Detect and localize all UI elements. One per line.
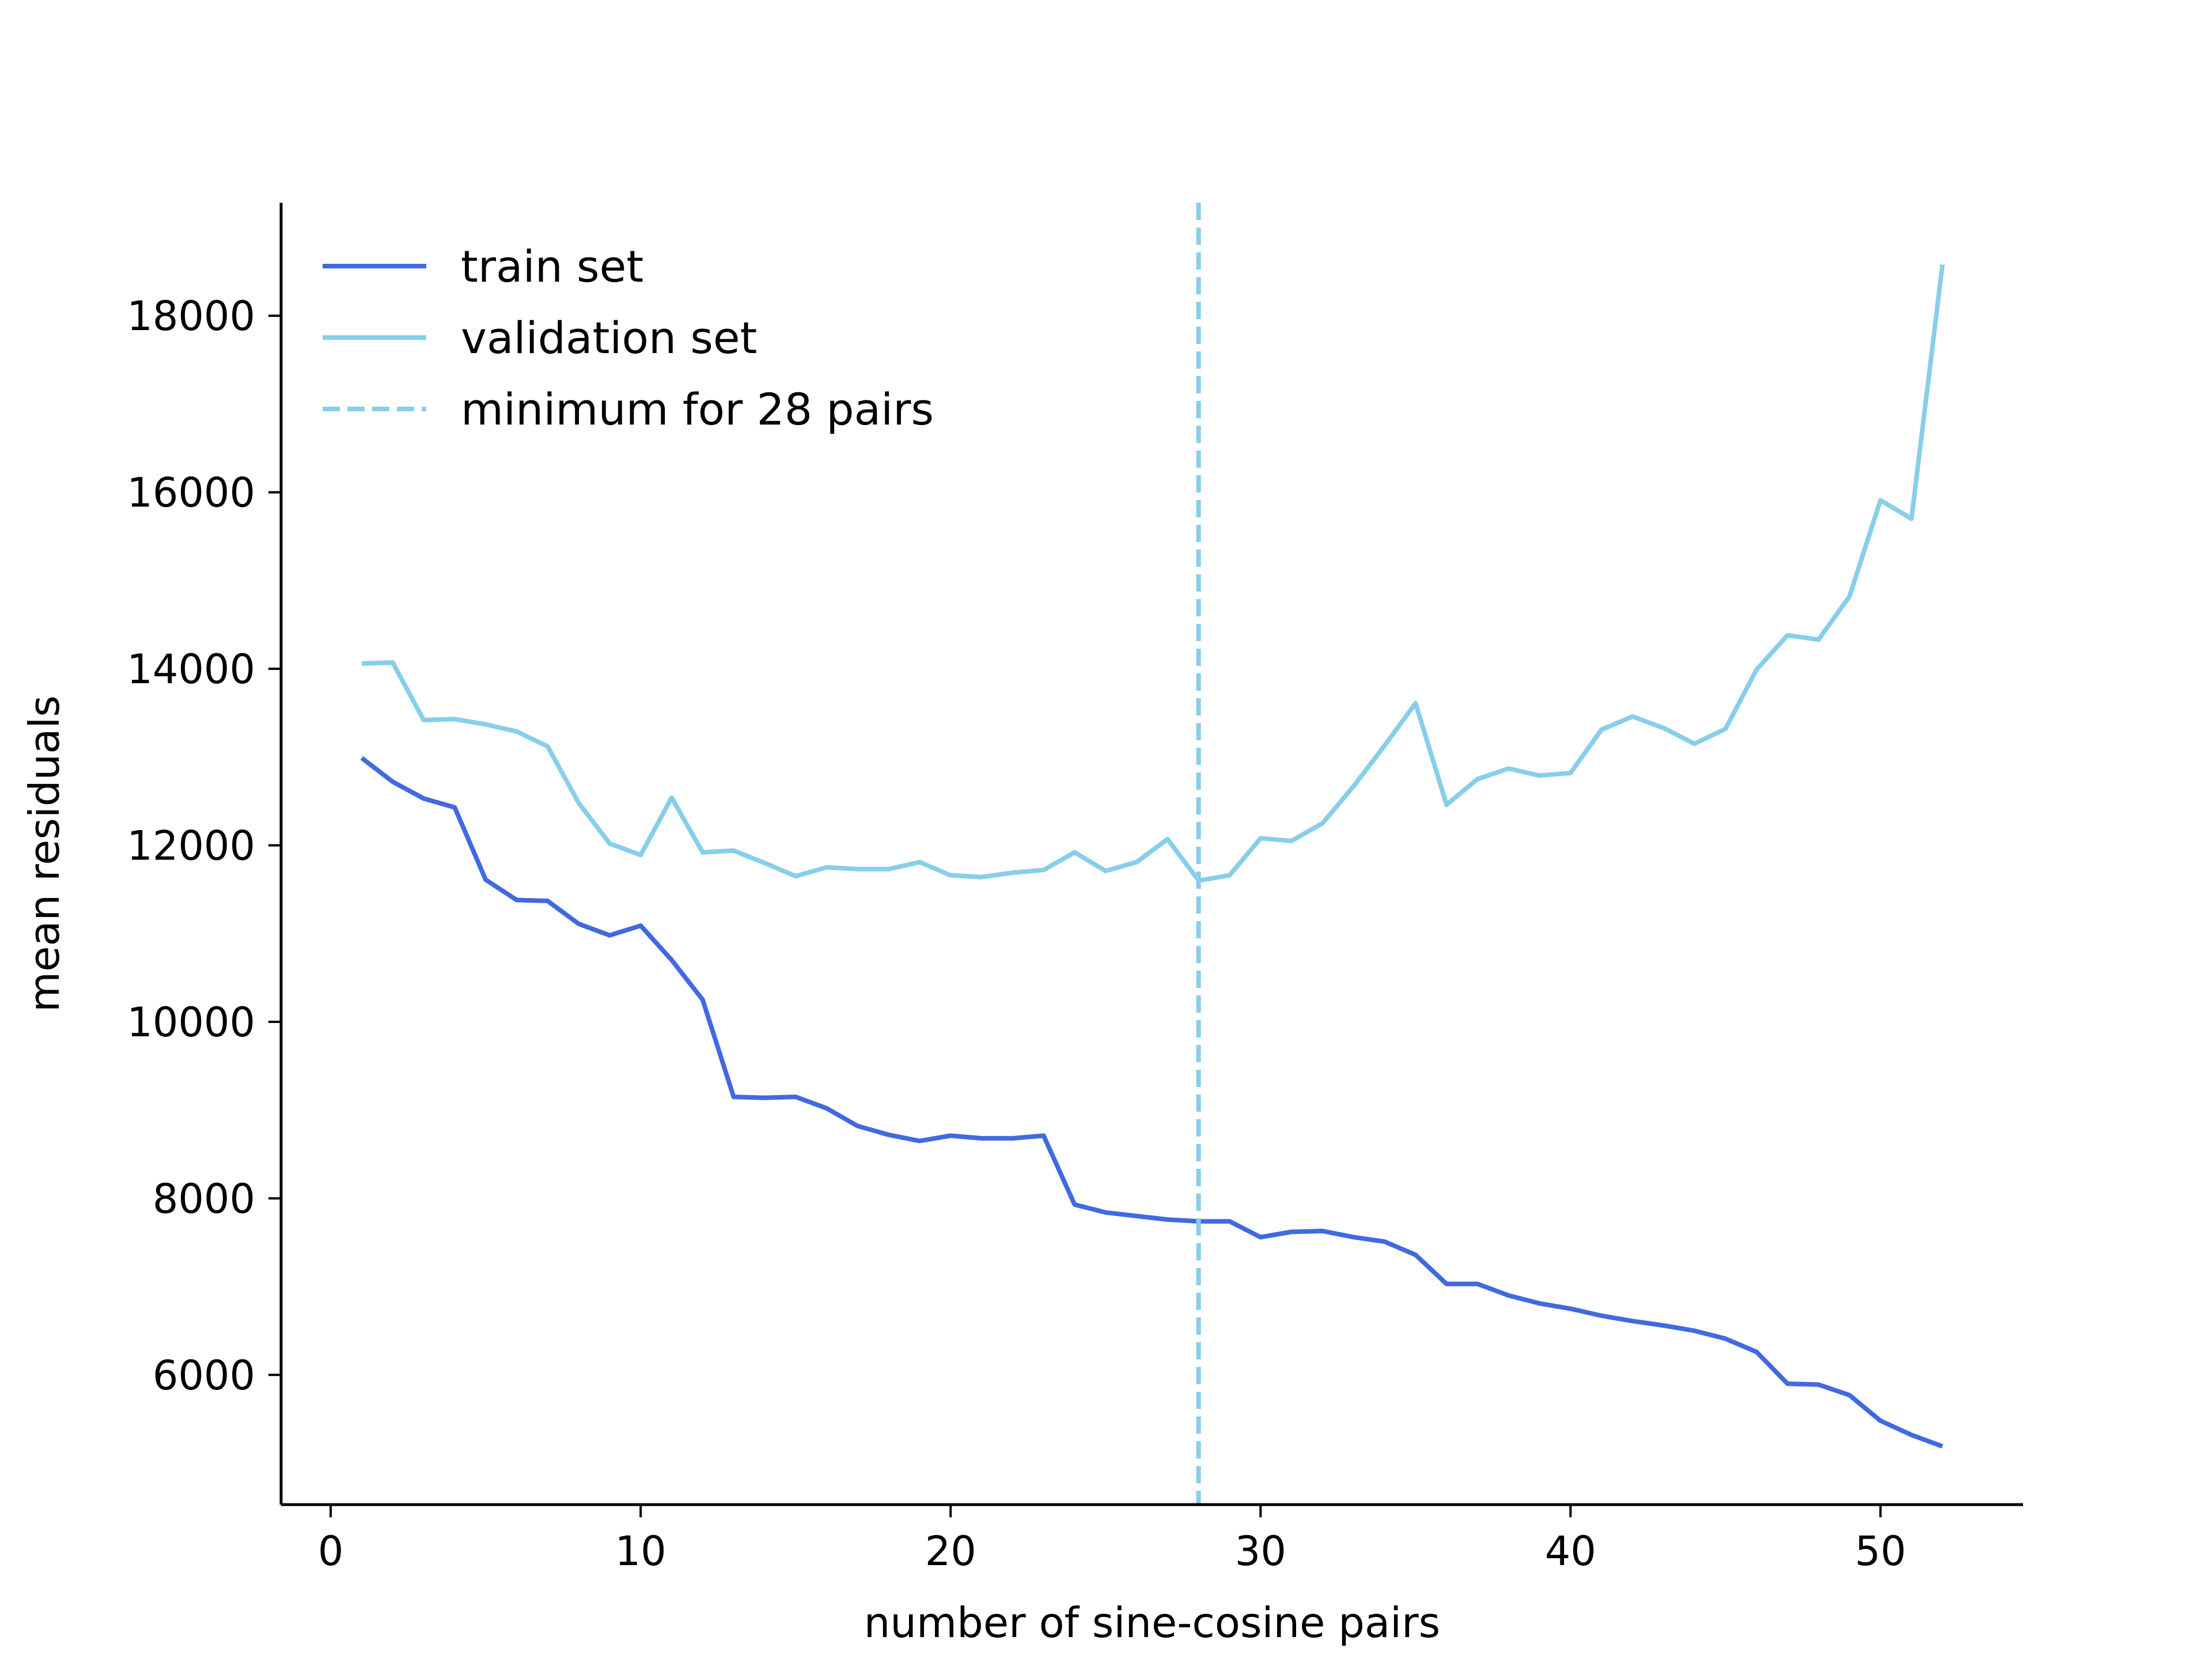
y-tick-label: 18000 — [127, 293, 255, 340]
y-tick-label: 14000 — [127, 646, 255, 693]
x-axis-title: number of sine-cosine pairs — [864, 1599, 1441, 1647]
legend-label-minimum-for-28-pairs: minimum for 28 pairs — [461, 384, 934, 435]
y-axis-ticks: 6000 8000 10000 12000 14000 16000 18000 — [127, 293, 281, 1399]
x-tick-label: 40 — [1545, 1528, 1596, 1575]
x-tick-label: 30 — [1235, 1528, 1286, 1575]
series-line-train-set — [360, 756, 1944, 1449]
legend-label-train-set: train set — [461, 241, 643, 292]
y-tick-label: 16000 — [127, 469, 255, 517]
series-line-validation-set — [361, 264, 1945, 883]
y-tick-label: 8000 — [153, 1175, 255, 1222]
legend-label-validation-set: validation set — [461, 312, 757, 363]
y-tick-label: 6000 — [153, 1352, 255, 1399]
x-tick-label: 0 — [318, 1528, 344, 1575]
y-tick-label: 10000 — [127, 999, 255, 1046]
y-tick-label: 12000 — [127, 822, 255, 869]
series-group — [360, 264, 1945, 1449]
x-axis-ticks: 0 10 20 30 40 50 — [318, 1505, 1906, 1575]
y-axis-title: mean residuals — [20, 695, 69, 1012]
legend: train set validation set minimum for 28 pa… — [323, 241, 934, 435]
x-tick-label: 50 — [1855, 1528, 1906, 1575]
x-tick-label: 20 — [925, 1528, 976, 1575]
x-tick-label: 10 — [615, 1528, 666, 1575]
